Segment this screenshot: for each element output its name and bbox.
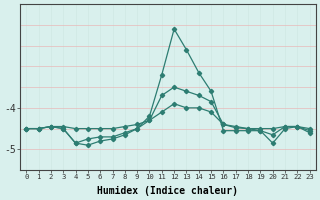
X-axis label: Humidex (Indice chaleur): Humidex (Indice chaleur) — [98, 186, 238, 196]
